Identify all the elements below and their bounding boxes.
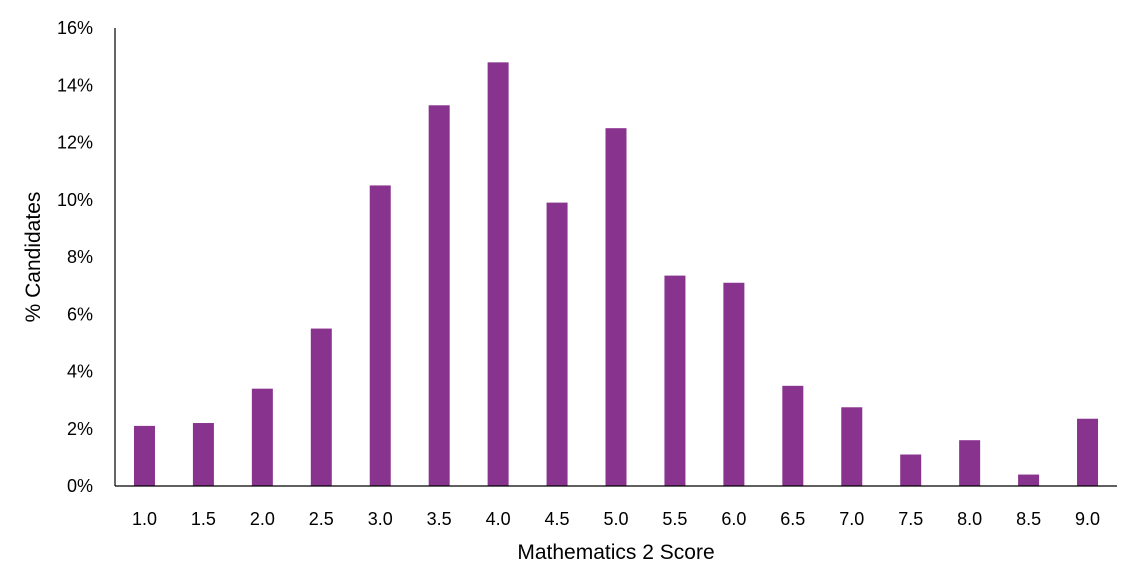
y-tick-label: 0% [67, 476, 93, 496]
x-tick-label: 4.0 [486, 509, 511, 529]
y-tick-label: 14% [57, 75, 93, 95]
bar [133, 425, 155, 486]
y-tick-label: 8% [67, 247, 93, 267]
bar [1018, 474, 1040, 486]
bars [133, 62, 1099, 487]
bar [723, 282, 745, 486]
bar [900, 454, 922, 486]
y-tick-label: 6% [67, 304, 93, 324]
bar [841, 407, 863, 486]
x-tick-label: 8.0 [957, 509, 982, 529]
bar [251, 388, 273, 486]
bar [664, 275, 686, 486]
y-tick-label: 12% [57, 133, 93, 153]
x-tick-label: 5.5 [662, 509, 687, 529]
x-tick-label: 2.0 [250, 509, 275, 529]
x-tick-label: 1.5 [191, 509, 216, 529]
bar [428, 105, 450, 486]
x-axis-ticks: 1.0 1.5 2.0 2.5 3.0 3.5 4.0 4.5 5.0 5.5 6.0 6.5 7.0 7… [132, 509, 1100, 529]
x-tick-label: 6.0 [721, 509, 746, 529]
y-tick-label: 16% [57, 18, 93, 38]
bar [192, 423, 214, 486]
y-tick-label: 2% [67, 419, 93, 439]
x-tick-label: 4.5 [545, 509, 570, 529]
y-tick-label: 10% [57, 190, 93, 210]
x-tick-label: 5.0 [603, 509, 628, 529]
x-tick-label: 3.5 [427, 509, 452, 529]
x-tick-label: 6.5 [780, 509, 805, 529]
y-tick-label: 4% [67, 362, 93, 382]
bar [782, 385, 804, 486]
y-axis-ticks: 0% 2% 4% 6% 8% 10% 12% 14% 16% [57, 18, 93, 496]
x-tick-label: 2.5 [309, 509, 334, 529]
bar [959, 440, 981, 486]
x-tick-label: 1.0 [132, 509, 157, 529]
x-tick-label: 7.0 [839, 509, 864, 529]
x-axis-title: Mathematics 2 Score [517, 541, 714, 564]
bar [369, 185, 391, 486]
bar [546, 202, 568, 487]
bar [1077, 418, 1099, 486]
bar [310, 328, 332, 486]
y-axis-title: % Candidates [22, 192, 45, 323]
bar [487, 62, 509, 486]
x-tick-label: 7.5 [898, 509, 923, 529]
x-tick-label: 8.5 [1016, 509, 1041, 529]
x-tick-label: 9.0 [1075, 509, 1100, 529]
bar [605, 128, 627, 486]
x-tick-label: 3.0 [368, 509, 393, 529]
